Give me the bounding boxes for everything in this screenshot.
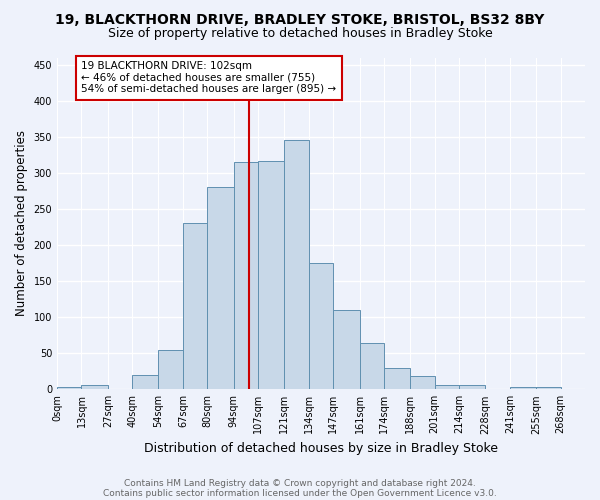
- Bar: [158, 350, 183, 390]
- Bar: [434, 385, 459, 390]
- Bar: [536, 387, 560, 390]
- Bar: [333, 310, 359, 390]
- Bar: [410, 376, 434, 390]
- Text: Contains public sector information licensed under the Open Government Licence v3: Contains public sector information licen…: [103, 488, 497, 498]
- Text: Size of property relative to detached houses in Bradley Stoke: Size of property relative to detached ho…: [107, 28, 493, 40]
- Bar: [309, 263, 333, 390]
- Bar: [284, 140, 309, 390]
- Bar: [132, 375, 158, 390]
- Bar: [57, 387, 82, 390]
- Bar: [359, 343, 384, 390]
- Text: Contains HM Land Registry data © Crown copyright and database right 2024.: Contains HM Land Registry data © Crown c…: [124, 478, 476, 488]
- Bar: [258, 162, 284, 390]
- Bar: [183, 224, 208, 390]
- Bar: [459, 385, 485, 390]
- Bar: [510, 387, 536, 390]
- Bar: [208, 188, 233, 390]
- Text: 19 BLACKTHORN DRIVE: 102sqm
← 46% of detached houses are smaller (755)
54% of se: 19 BLACKTHORN DRIVE: 102sqm ← 46% of det…: [82, 61, 337, 94]
- Y-axis label: Number of detached properties: Number of detached properties: [15, 130, 28, 316]
- X-axis label: Distribution of detached houses by size in Bradley Stoke: Distribution of detached houses by size …: [144, 442, 498, 455]
- Bar: [384, 368, 410, 390]
- Bar: [82, 385, 108, 390]
- Bar: [233, 162, 258, 390]
- Text: 19, BLACKTHORN DRIVE, BRADLEY STOKE, BRISTOL, BS32 8BY: 19, BLACKTHORN DRIVE, BRADLEY STOKE, BRI…: [55, 12, 545, 26]
